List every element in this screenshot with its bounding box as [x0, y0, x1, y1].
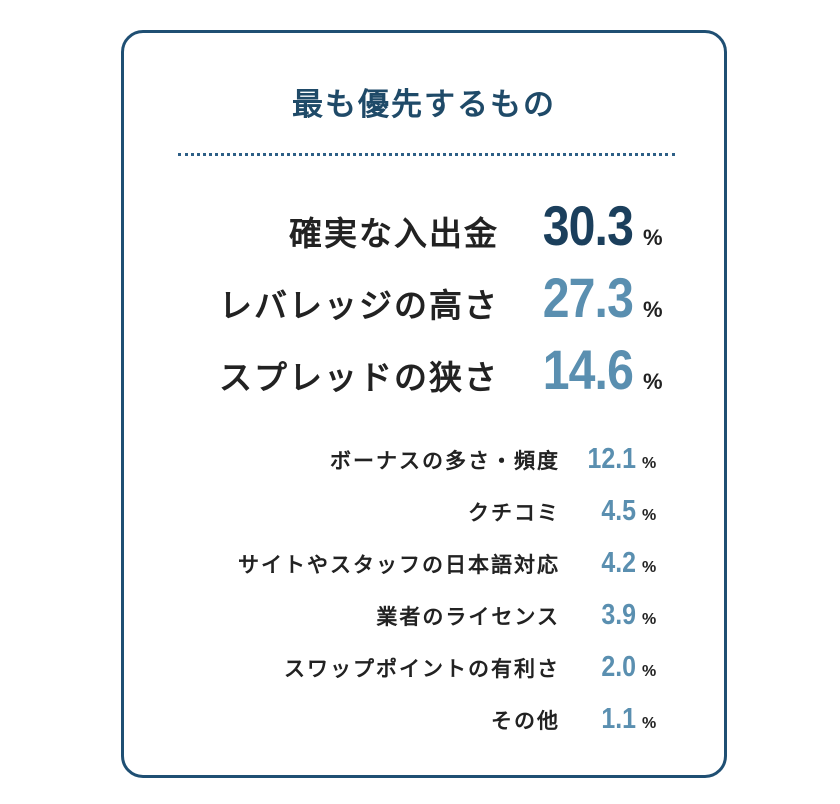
ranking-label: 業者のライセンス: [376, 605, 560, 629]
ranking-row: スプレッドの狭さ 14.6%: [219, 337, 699, 402]
ranking-value: 4.5: [601, 495, 636, 527]
chart-title: 最も優先するもの: [292, 87, 556, 123]
ranking-row: その他 1.1%: [491, 703, 694, 736]
ranking-row: 確実な入出金 30.3%: [289, 193, 699, 258]
ranking-value: 3.9: [601, 599, 636, 631]
percent-unit: %: [643, 297, 663, 322]
percent-unit: %: [642, 611, 657, 628]
ranking-value: 30.3: [542, 194, 634, 257]
ranking-label: クチコミ: [468, 501, 560, 525]
ranking-value: 12.1: [587, 443, 636, 475]
ranking-label: スワップポイントの有利さ: [284, 657, 560, 681]
ranking-value: 2.0: [601, 651, 636, 683]
ranking-row: ボーナスの多さ・頻度 12.1%: [330, 443, 694, 476]
ranking-list: 確実な入出金 30.3% レバレッジの高さ 27.3% スプレッドの狭さ 14.6% ボーナ…: [124, 33, 724, 775]
ranking-label: その他: [491, 709, 560, 733]
result-card: 最も優先するもの 確実な入出金 30.3% レバレッジの高さ 27.3% スプレッドの狭…: [121, 30, 727, 778]
ranking-label: 確実な入出金: [289, 214, 499, 253]
dotted-divider: [178, 153, 675, 156]
ranking-label: ボーナスの多さ・頻度: [330, 449, 560, 473]
percent-unit: %: [642, 559, 657, 576]
ranking-label: スプレッドの狭さ: [219, 358, 499, 397]
ranking-label: サイトやスタッフの日本語対応: [238, 553, 560, 577]
ranking-row: 業者のライセンス 3.9%: [376, 599, 694, 632]
ranking-row: クチコミ 4.5%: [468, 495, 694, 528]
ranking-value: 1.1: [601, 703, 636, 735]
percent-unit: %: [642, 507, 657, 524]
ranking-value: 27.3: [542, 266, 634, 329]
ranking-value: 14.6: [542, 338, 634, 401]
percent-unit: %: [643, 225, 663, 250]
percent-unit: %: [643, 369, 663, 394]
percent-unit: %: [642, 455, 657, 472]
ranking-label: レバレッジの高さ: [219, 286, 499, 325]
ranking-row: スワップポイントの有利さ 2.0%: [284, 651, 694, 684]
percent-unit: %: [642, 715, 657, 732]
ranking-value: 4.2: [601, 547, 636, 579]
ranking-row: レバレッジの高さ 27.3%: [219, 265, 699, 330]
ranking-row: サイトやスタッフの日本語対応 4.2%: [238, 547, 694, 580]
percent-unit: %: [642, 663, 657, 680]
